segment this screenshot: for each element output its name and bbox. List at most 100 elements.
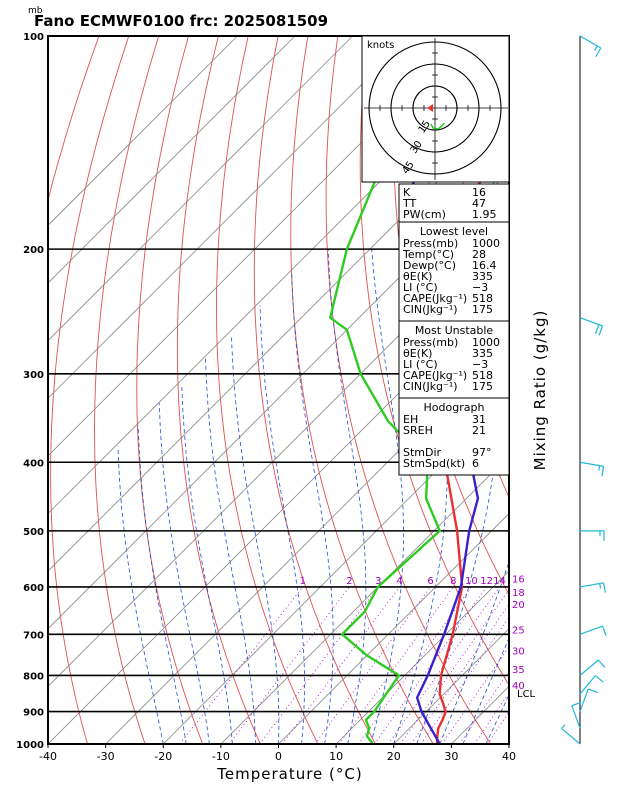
index-label: SREH [403, 424, 433, 437]
isotherm [48, 36, 296, 284]
index-value: −3 [472, 358, 488, 371]
indices-heading: Most Unstable [415, 324, 494, 337]
mixing-ratio-line [358, 586, 472, 744]
temperature-tick: 0 [275, 750, 282, 763]
index-value: 97° [472, 446, 492, 459]
mixing-ratio-label: 6 [427, 576, 433, 587]
wind-barb [579, 675, 596, 695]
hodograph-units: knots [367, 40, 394, 51]
index-label: Temp(°C) [402, 248, 454, 261]
wind-barb [579, 688, 589, 712]
index-value: 1.95 [472, 208, 497, 221]
index-value: 31 [472, 413, 486, 426]
dry-adiabat [176, 36, 261, 744]
pressure-tick: 200 [23, 245, 44, 256]
mixing-ratio-label: 3 [375, 576, 381, 587]
moist-adiabat [327, 249, 367, 744]
temperature-tick: -20 [154, 750, 172, 763]
index-label: Press(mb) [403, 336, 458, 349]
temperature-tick-labels: -40 -30 -20 -10 0 10 20 30 40 [39, 744, 516, 763]
wind-barb [579, 35, 602, 49]
mixing-ratio-line [281, 586, 400, 744]
wind-barb-flag [594, 324, 600, 335]
index-label: StmSpd(kt) [403, 457, 465, 470]
moist-adiabat [181, 383, 233, 744]
wind-barbs [561, 35, 607, 745]
moist-adiabat [158, 403, 210, 744]
index-label: CIN(Jkg⁻¹) [403, 303, 458, 316]
dry-adiabat [216, 36, 319, 744]
mixing-ratio-label: 16 [512, 575, 525, 586]
wind-barb-flag [599, 583, 602, 589]
pressure-tick: 100 [23, 32, 44, 43]
indices-heading: Hodograph [424, 401, 485, 414]
index-value: 28 [472, 248, 486, 261]
wind-barb-flag [598, 465, 601, 471]
mixing-ratio-line [338, 586, 454, 744]
index-value: 6 [472, 457, 479, 470]
dewpoint-line [329, 36, 441, 744]
mixing-ratio-label: 10 [465, 576, 478, 587]
index-label: Press(mb) [403, 237, 458, 250]
wind-barb-flag [595, 675, 604, 683]
index-value: 16 [472, 186, 486, 199]
index-value: 175 [472, 380, 493, 393]
pressure-unit-label: mb [28, 6, 43, 16]
index-label: StmDir [403, 446, 442, 459]
wind-barb [571, 705, 581, 729]
mixing-ratio-line [314, 586, 431, 744]
indices-box [398, 221, 510, 322]
isotherm [48, 224, 509, 687]
wind-barb [579, 625, 603, 635]
wind-barb [579, 582, 604, 588]
pressure-tick: 300 [23, 370, 44, 381]
index-value: 1000 [472, 237, 500, 250]
temperature-tick: -40 [39, 750, 57, 763]
index-label: CAPE(Jkg⁻¹) [403, 292, 467, 305]
index-value: 335 [472, 347, 493, 360]
dry-adiabat [136, 36, 204, 744]
isotherm [278, 512, 509, 744]
wind-barb-flag [603, 582, 606, 593]
temperature-tick: -10 [212, 750, 230, 763]
moist-adiabat [291, 271, 334, 744]
index-value: 175 [472, 303, 493, 316]
mixing-ratio-line [259, 586, 379, 744]
isotherm [220, 455, 509, 744]
isotherm [508, 743, 509, 744]
moist-adiabat [117, 446, 164, 744]
moist-adiabat [205, 357, 256, 744]
temperature-tick: 20 [387, 750, 401, 763]
index-value: 518 [472, 292, 493, 305]
index-value: 21 [472, 424, 486, 437]
lcl-label: LCL [517, 689, 536, 700]
isotherm [48, 167, 509, 630]
hodograph-frame [361, 35, 510, 183]
wind-barb-flag [595, 47, 602, 57]
pressure-tick: 400 [23, 458, 44, 469]
mixing-ratio-line [228, 586, 350, 744]
mixing-ratio-label: 4 [396, 576, 402, 587]
index-label: EH [403, 413, 418, 426]
mixing-ratio-label: 18 [512, 588, 525, 599]
dry-adiabat [547, 36, 618, 744]
indices-box [398, 397, 510, 476]
isotherm [162, 397, 509, 744]
wind-barb-flag [601, 466, 605, 477]
index-value: 518 [472, 369, 493, 382]
isotherm [48, 36, 353, 342]
wind-barb [561, 728, 581, 745]
index-label: K [403, 186, 411, 199]
mixing-ratio-label: 40 [512, 681, 525, 692]
indices-box [398, 183, 510, 223]
hodograph-trace [430, 122, 445, 130]
moist-adiabat [231, 335, 280, 744]
index-label: CIN(Jkg⁻¹) [403, 380, 458, 393]
temperature-tick: 30 [444, 750, 458, 763]
wind-barb-flag [571, 701, 582, 707]
pressure-tick: 700 [23, 630, 44, 641]
mixing-ratio-label: 30 [512, 647, 525, 658]
